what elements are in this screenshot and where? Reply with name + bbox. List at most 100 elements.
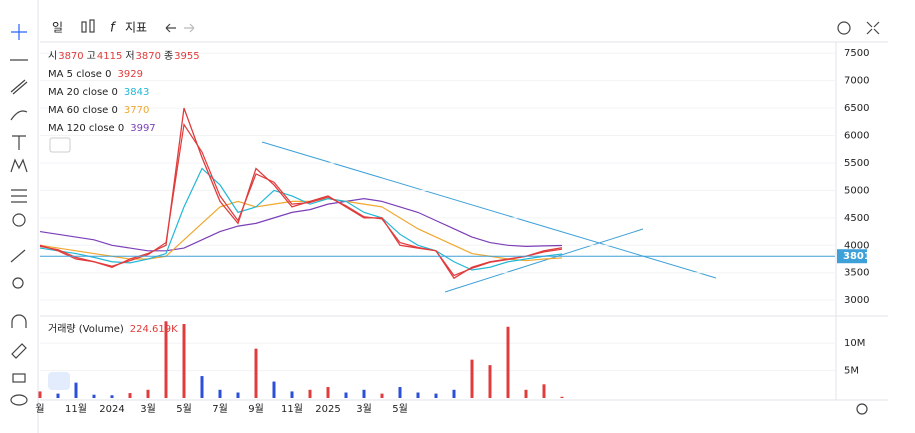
current-price-box: [837, 249, 867, 264]
fullscreen-button[interactable]: [866, 21, 880, 35]
ohlc-label: 종: [164, 50, 173, 62]
current-price-label: 3801: [843, 251, 871, 262]
y-tick-label: 4500: [844, 213, 869, 224]
volume-bar: [344, 392, 348, 398]
visibility-tool[interactable]: [10, 394, 28, 406]
ma-line: [39, 198, 563, 252]
volume-legend-value: 224.619K: [130, 324, 178, 335]
ma-line: [39, 122, 563, 277]
volume-bar: [452, 389, 456, 398]
x-tick-label: 5월: [392, 403, 408, 415]
ohlc-value: 3870: [136, 51, 161, 62]
redo-button[interactable]: [184, 23, 195, 33]
ohlc-value: 4115: [97, 51, 122, 62]
ma-line: [39, 198, 563, 262]
legend-value: 3843: [124, 87, 149, 98]
x-tick-label: 9월: [248, 403, 264, 415]
legend-name: MA 20 close 0: [48, 87, 118, 98]
fx-icon: f: [110, 21, 117, 36]
legend-name: MA 5 close 0: [48, 69, 112, 80]
volume-bar: [380, 393, 384, 398]
ohlc-label: 시: [48, 50, 57, 62]
measure-tool[interactable]: [10, 249, 26, 263]
emoji-tool[interactable]: [12, 213, 26, 227]
volume-legend-name: 거래량 (Volume): [48, 323, 124, 335]
volume-bar: [38, 391, 42, 398]
volume-bar: [272, 381, 276, 398]
volume-bar: [506, 326, 510, 398]
y-tick-label: 5000: [844, 185, 869, 196]
text-tool[interactable]: [12, 135, 26, 150]
axis-settings-button[interactable]: [856, 403, 868, 415]
volume-bar: [416, 392, 420, 398]
y-tick-label: 3500: [844, 268, 869, 279]
volume-bar: [398, 387, 402, 398]
legend-value: 3997: [130, 123, 155, 134]
y-tick-label: 6500: [844, 103, 869, 114]
price-line: [39, 107, 563, 280]
volume-bar: [560, 396, 564, 398]
volume-bar: [218, 389, 222, 398]
x-tick-label: 11월: [65, 403, 87, 415]
x-tick-label: 11월: [281, 403, 303, 415]
lock-tool[interactable]: [12, 373, 26, 383]
volume-bar: [92, 394, 96, 398]
y-tick-label: 6000: [844, 131, 869, 142]
settings-button[interactable]: [837, 21, 851, 35]
volume-bar: [128, 393, 132, 398]
x-tick-label: 3월: [140, 403, 156, 415]
volume-bar: [362, 389, 366, 398]
brush-tool[interactable]: [10, 110, 28, 121]
x-tick-label: 2025: [315, 404, 340, 415]
magnet-tool[interactable]: [11, 314, 27, 328]
volume-bar: [146, 389, 150, 398]
volume-bar: [200, 376, 204, 398]
volume-bar: [74, 382, 78, 398]
y-tick-label: 4000: [844, 240, 869, 251]
crosshair-tool[interactable]: [11, 24, 27, 40]
legend-name: MA 120 close 0: [48, 123, 124, 134]
collapse-legend-button[interactable]: [49, 137, 71, 153]
volume-bar: [110, 395, 114, 398]
volume-bar: [326, 387, 330, 398]
drawing-tools: [10, 24, 28, 406]
interval-button[interactable]: 일: [52, 21, 63, 35]
x-tick-label: 월: [35, 403, 44, 415]
y-tick-label: 5500: [844, 158, 869, 169]
trend-lines[interactable]: [261, 141, 717, 293]
x-tick-label: 2024: [99, 404, 124, 415]
legend-name: MA 60 close 0: [48, 105, 118, 116]
y-tick-label: 5M: [844, 366, 859, 377]
indicators-button[interactable]: 지표: [125, 21, 147, 35]
fib-tool[interactable]: [11, 189, 27, 203]
y-tick-label: 3000: [844, 295, 869, 306]
logo: [48, 372, 70, 390]
volume-bar: [236, 392, 240, 398]
ohlc-label: 고: [87, 51, 96, 62]
pattern-tool[interactable]: [10, 158, 28, 173]
undo-button[interactable]: [165, 23, 176, 33]
channel-tool[interactable]: [10, 79, 28, 95]
volume-bar: [56, 393, 60, 398]
candle-type-button[interactable]: [81, 19, 95, 33]
x-tick-label: 5월: [176, 403, 192, 415]
volume-bar: [164, 321, 168, 398]
volume-bar: [290, 391, 294, 398]
legend-value: 3929: [118, 69, 143, 80]
y-tick-label: 10M: [844, 338, 865, 349]
ma-line: [39, 167, 563, 271]
zoom-tool[interactable]: [12, 277, 24, 289]
x-tick-label: 3월: [356, 403, 372, 415]
legend-value: 3770: [124, 105, 149, 116]
lock-drawing-tool[interactable]: [11, 343, 27, 359]
ohlc-value: 3955: [174, 51, 199, 62]
volume-bar: [254, 348, 258, 398]
ohlc-label: 저: [125, 50, 134, 62]
ohlc-value: 3870: [58, 51, 83, 62]
volume-bar: [524, 389, 528, 398]
volume-bar: [308, 389, 312, 398]
x-tick-label: 7월: [212, 403, 228, 415]
y-tick-label: 7500: [844, 48, 869, 59]
volume-bar: [434, 393, 438, 398]
